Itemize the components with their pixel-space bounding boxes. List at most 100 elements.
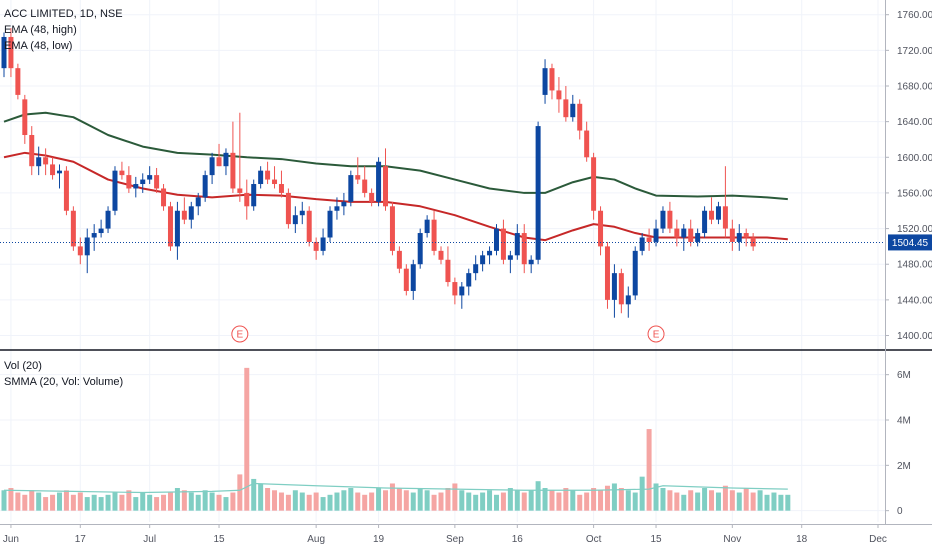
candle-body [50,164,56,176]
volume-bar [688,490,694,511]
candle-body [667,210,673,229]
legend-symbol: ACC LIMITED, 1D, NSE [4,8,123,20]
candle-body [514,233,520,256]
legend-smma: SMMA (20, Vol: Volume) [4,376,123,388]
candle-body [424,219,430,234]
volume-bar [292,490,298,511]
volume-bar [584,492,590,511]
volume-bar [528,490,534,511]
volume-bar [424,490,430,511]
x-tick-label: Jun [3,534,19,545]
candle-body [43,157,49,165]
candle-body [403,268,409,291]
x-tick-label: 17 [75,534,87,545]
volume-bar [63,490,69,511]
volume-bar [202,490,208,511]
volume-bar [195,494,201,511]
volume-bar [487,490,493,511]
candle-body [77,246,83,256]
candle-body [237,188,243,193]
volume-bar [181,490,187,511]
candle-body [445,259,451,283]
candle-body [383,166,389,207]
volume-bar [209,492,215,511]
candle-body [154,175,160,189]
candle-body [577,103,583,131]
volume-bar [15,492,21,511]
candle-body [202,175,208,198]
candle-body [56,170,62,174]
candle-body [549,68,555,91]
volume-bar [133,497,139,511]
volume-bar [570,490,576,511]
candle-body [341,201,347,207]
volume-bar [1,490,7,511]
candle-body [611,273,617,300]
candle-layer [0,28,885,318]
candle-body [223,152,229,167]
candle-body [306,210,312,242]
volume-bar [105,494,111,511]
volume-bar [653,483,659,511]
price-tick-label: 1720.00 [897,46,932,57]
volume-bar [681,494,687,511]
volume-bar [84,497,90,511]
candle-body [528,259,534,265]
candle-body [743,233,749,238]
candle-body [299,210,305,216]
volume-bar [542,488,548,511]
volume-bar [410,492,416,511]
candle-body [521,233,527,265]
volume-bar [521,492,527,511]
candle-body [646,237,652,242]
candle-body [736,233,742,242]
candle-body [473,264,479,274]
volume-bar [306,494,312,511]
candle-body [84,237,90,256]
candle-body [660,210,666,229]
volume-bar [112,492,118,511]
volume-bar [126,490,132,511]
volume-bar [8,488,14,511]
candle-body [174,210,180,247]
candle-body [459,286,465,296]
candle-body [702,210,708,234]
volume-bar [660,488,666,511]
x-tick-label: 18 [796,534,808,545]
volume-tick-label: 6M [897,370,911,381]
candle-body [22,99,28,136]
x-tick-label: 15 [213,534,225,545]
volume-bar [369,492,375,511]
candle-body [195,197,201,207]
candle-body [480,255,486,265]
candle-body [556,90,562,100]
volume-bar [743,488,749,511]
candle-body [466,273,472,287]
price-tick-label: 1400.00 [897,331,932,342]
candle-body [320,237,326,251]
candle-body [348,175,354,202]
volume-bar [667,490,673,511]
volume-bar [445,488,451,511]
candle-body [632,250,638,296]
volume-bar [452,483,458,511]
legend-ema-low: EMA (48, low) [4,40,72,52]
volume-bar [417,488,423,511]
volume-bar [362,494,368,511]
volume-bar [376,488,382,511]
ema-high-line [3,111,788,201]
volume-bar [466,492,472,511]
x-tick-label: Jul [143,534,156,545]
volume-bar [70,494,76,511]
candle-body [369,192,375,202]
volume-bar [702,488,708,511]
last-price-value: 1504.45 [892,238,929,249]
candle-body [487,250,493,256]
volume-bar [535,481,541,511]
volume-bar [334,492,340,511]
price-tick-label: 1440.00 [897,295,932,306]
candle-body [230,152,236,189]
